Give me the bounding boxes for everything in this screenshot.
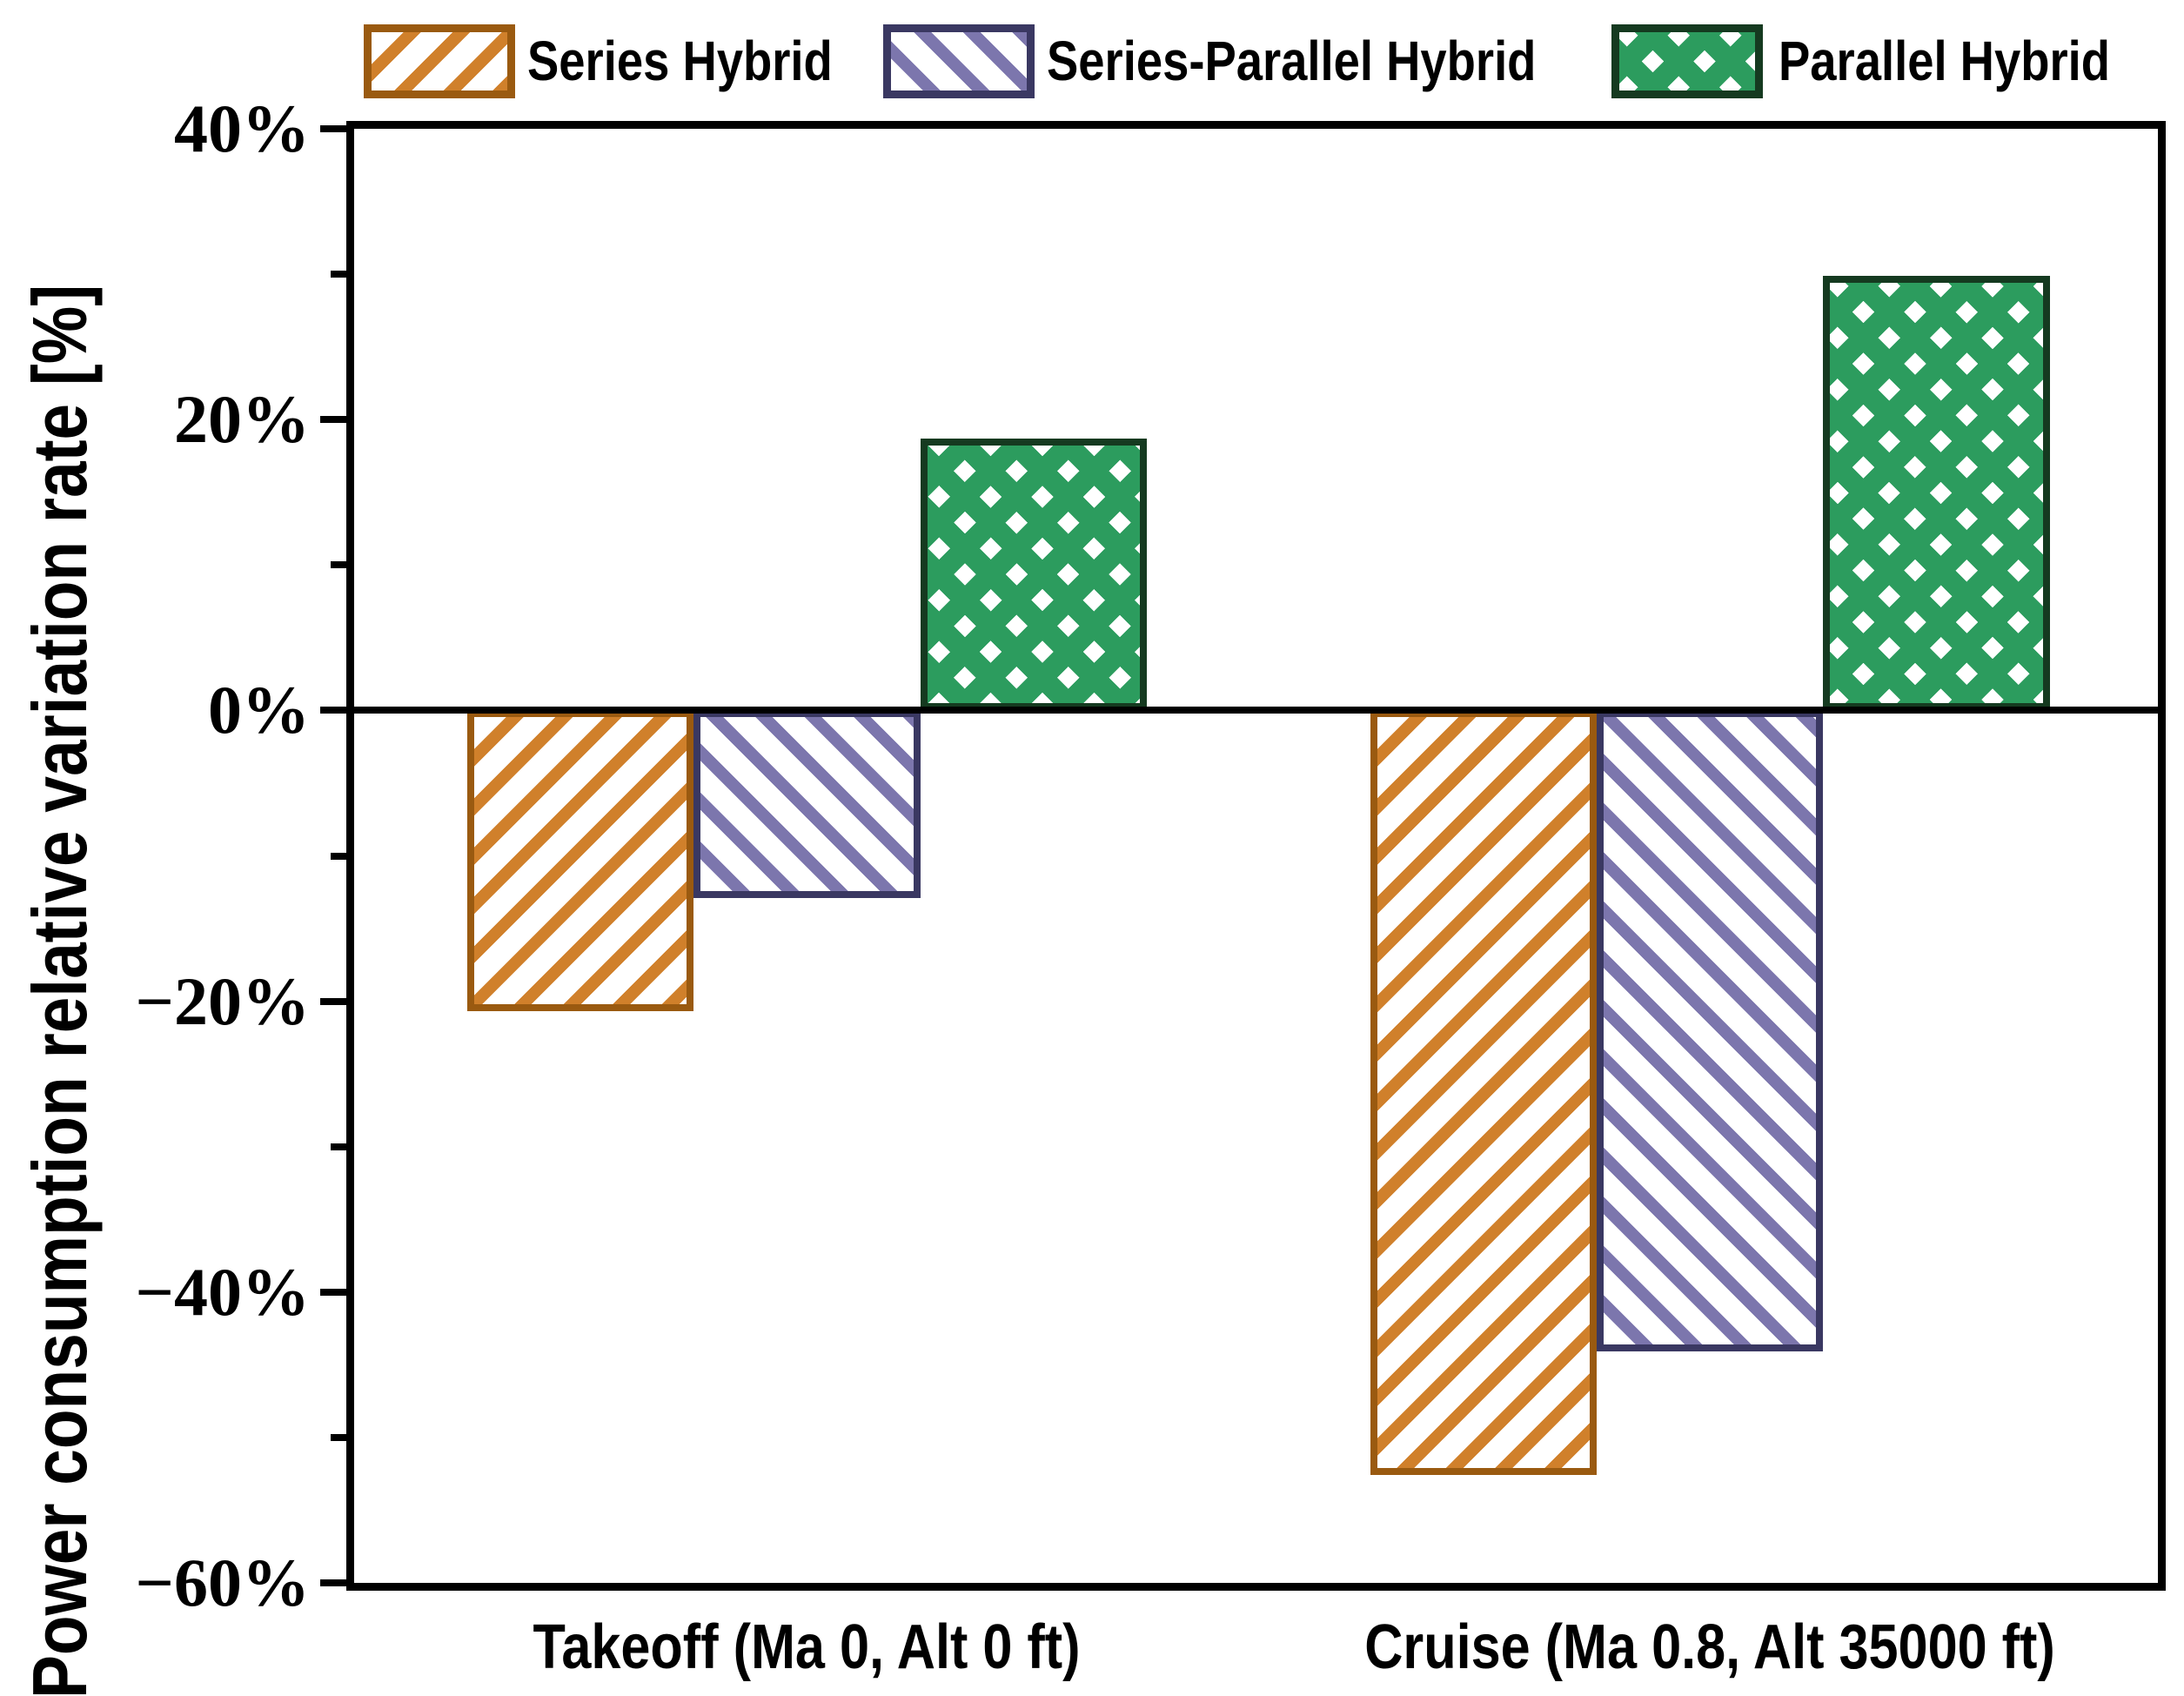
plot-area xyxy=(346,121,2166,1591)
legend-swatch-series-parallel-hybrid xyxy=(883,24,1035,98)
y-minor-tick xyxy=(331,1143,346,1150)
y-tick-label: −20% xyxy=(135,962,310,1039)
y-minor-tick xyxy=(331,561,346,569)
y-tick-label: 20% xyxy=(174,381,310,458)
y-tick-label: −60% xyxy=(135,1545,310,1620)
bar-series-hybrid-takeoff xyxy=(466,710,694,1012)
y-major-tick xyxy=(320,416,346,424)
x-tick-label-takeoff: Takeoff (Ma 0, Alt 0 ft) xyxy=(533,1612,1081,1682)
y-major-tick xyxy=(320,707,346,714)
y-minor-tick xyxy=(331,1433,346,1441)
legend-label-series-hybrid: Series Hybrid xyxy=(527,30,833,92)
legend-label-parallel-hybrid: Parallel Hybrid xyxy=(1779,30,2110,92)
y-tick-label: 40% xyxy=(174,90,310,166)
y-tick-label: 0% xyxy=(208,672,310,748)
bar-series-parallel-hybrid-takeoff xyxy=(693,710,921,898)
legend-swatch-series-hybrid xyxy=(364,24,515,98)
y-minor-tick xyxy=(331,271,346,278)
zero-line xyxy=(354,707,2158,714)
bar-series-parallel-hybrid-cruise xyxy=(1596,710,1824,1352)
y-major-tick xyxy=(320,997,346,1005)
legend-swatch-parallel-hybrid xyxy=(1611,24,1763,98)
bar-parallel-hybrid-cruise xyxy=(1823,275,2050,711)
y-minor-tick xyxy=(331,852,346,860)
bar-parallel-hybrid-takeoff xyxy=(920,438,1148,711)
bar-series-hybrid-cruise xyxy=(1370,710,1597,1476)
x-tick-label-cruise: Cruise (Ma 0.8, Alt 35000 ft) xyxy=(1364,1612,2055,1682)
y-major-tick xyxy=(320,1579,346,1586)
legend-label-series-parallel-hybrid: Series-Parallel Hybrid xyxy=(1047,30,1537,92)
y-major-tick xyxy=(320,125,346,132)
y-major-tick xyxy=(320,1288,346,1296)
y-tick-label: −40% xyxy=(135,1253,310,1330)
